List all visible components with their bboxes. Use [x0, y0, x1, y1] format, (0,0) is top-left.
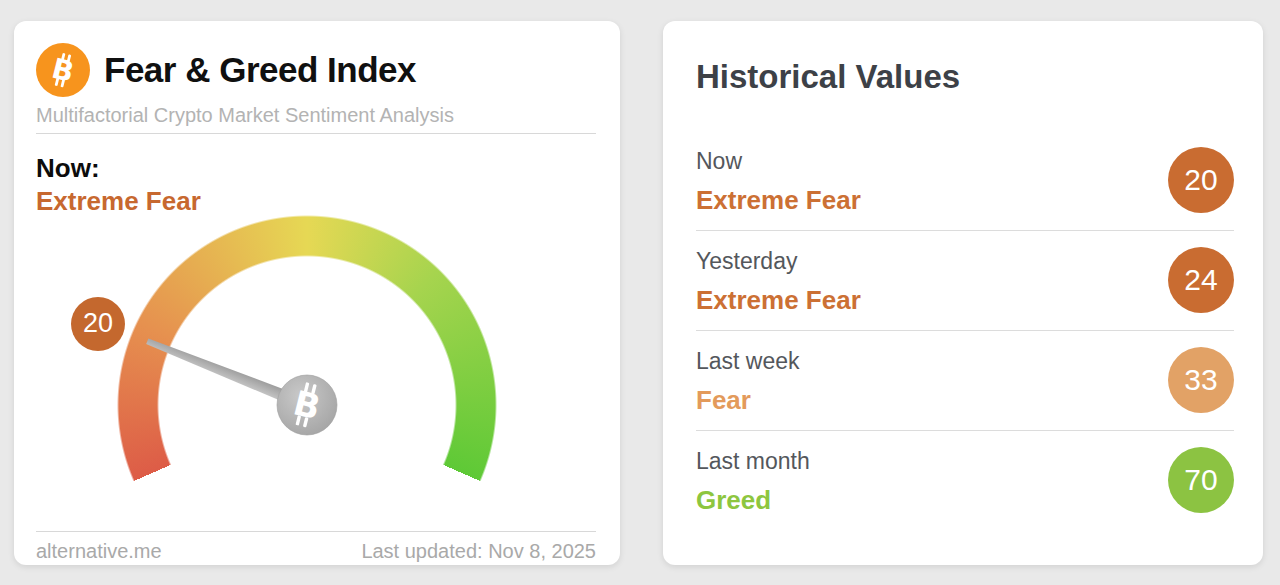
history-rows: Now Extreme Fear 20 Yesterday Extreme Fe…: [696, 131, 1234, 530]
row-value-badge: 70: [1168, 447, 1234, 513]
gauge-value-badge: 20: [71, 297, 125, 351]
header-divider: [36, 133, 596, 134]
row-value-badge: 24: [1168, 247, 1234, 313]
gauge: B 20: [117, 215, 497, 585]
history-row-last-month: Last month Greed 70: [696, 431, 1234, 530]
gauge-needle-layer: B: [117, 215, 497, 585]
history-row-now: Now Extreme Fear 20: [696, 131, 1234, 231]
row-value-badge: 20: [1168, 147, 1234, 213]
card-footer: alternative.me Last updated: Nov 8, 2025: [36, 531, 596, 563]
card-title: Fear & Greed Index: [104, 50, 416, 90]
now-label: Now:: [36, 152, 596, 185]
row-period-label: Yesterday: [696, 248, 1234, 275]
bitcoin-icon: B: [36, 43, 90, 97]
svg-text:B: B: [290, 382, 325, 427]
row-period-label: Now: [696, 148, 1234, 175]
row-value-badge: 33: [1168, 347, 1234, 413]
card-subtitle: Multifactorial Crypto Market Sentiment A…: [36, 104, 596, 127]
historical-values-card: Historical Values Now Extreme Fear 20 Ye…: [663, 21, 1263, 565]
source-link[interactable]: alternative.me: [36, 540, 162, 563]
last-updated: Last updated: Nov 8, 2025: [361, 540, 596, 563]
now-sentiment: Extreme Fear: [36, 185, 596, 218]
gauge-arc: [117, 215, 497, 585]
fear-greed-index-card: B Fear & Greed Index Multifactorial Cryp…: [14, 21, 620, 565]
row-sentiment: Extreme Fear: [696, 285, 1234, 316]
history-title: Historical Values: [696, 57, 1234, 97]
card-header: B Fear & Greed Index: [36, 43, 596, 97]
gauge-needle: [145, 335, 310, 411]
current-sentiment-block: Now: Extreme Fear: [36, 152, 596, 217]
row-sentiment: Greed: [696, 485, 1234, 516]
history-row-last-week: Last week Fear 33: [696, 331, 1234, 431]
row-period-label: Last week: [696, 348, 1234, 375]
history-row-yesterday: Yesterday Extreme Fear 24: [696, 231, 1234, 331]
fear-greed-widget: B Fear & Greed Index Multifactorial Cryp…: [0, 0, 1280, 585]
needle-hub-bitcoin-icon: B: [277, 375, 337, 435]
row-sentiment: Fear: [696, 385, 1234, 416]
row-period-label: Last month: [696, 448, 1234, 475]
row-sentiment: Extreme Fear: [696, 185, 1234, 216]
